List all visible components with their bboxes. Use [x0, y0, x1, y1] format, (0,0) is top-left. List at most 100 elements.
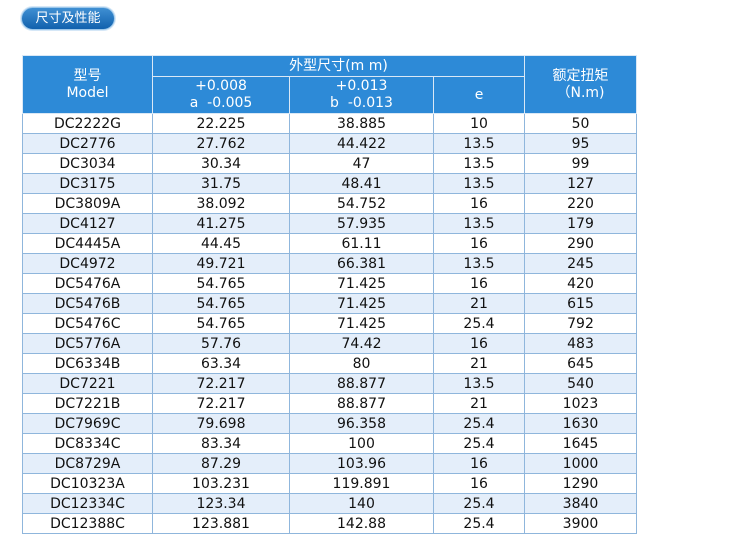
value-cell: 95: [524, 133, 637, 154]
table-body: DC2222G 22.225 38.885 10 50 DC2776 27.762 44.42…: [22, 113, 637, 534]
model-cell: DC5476C: [22, 313, 153, 334]
section-badge: 尺寸及性能: [21, 7, 115, 30]
value-cell: 245: [524, 253, 637, 274]
model-cell: DC7969C: [22, 413, 153, 434]
value-cell: 1023: [524, 393, 637, 414]
value-cell: 13.5: [433, 153, 525, 174]
value-cell: 103.231: [152, 473, 290, 494]
value-cell: 30.34: [152, 153, 290, 174]
table-row: DC3809A 38.092 54.752 16 220: [22, 193, 637, 214]
table-row: DC4972 49.721 66.381 13.5 245: [22, 253, 637, 274]
header-text: a -0.005: [189, 95, 253, 111]
value-cell: 83.34: [152, 433, 290, 454]
model-cell: DC5776A: [22, 333, 153, 354]
table-row: DC2222G 22.225 38.885 10 50: [22, 113, 637, 134]
value-cell: 50: [524, 113, 637, 134]
model-cell: DC3809A: [22, 193, 153, 214]
value-cell: 87.29: [152, 453, 290, 474]
value-cell: 645: [524, 353, 637, 374]
header-text: 额定扭矩: [552, 67, 609, 84]
value-cell: 25.4: [433, 313, 525, 334]
value-cell: 127: [524, 173, 637, 194]
value-cell: 44.422: [289, 133, 434, 154]
value-cell: 74.42: [289, 333, 434, 354]
header-text: +0.008: [195, 78, 247, 94]
value-cell: 142.88: [289, 513, 434, 534]
value-cell: 540: [524, 373, 637, 394]
value-cell: 25.4: [433, 493, 525, 514]
col-a-header: +0.008 a -0.005: [152, 76, 290, 114]
value-cell: 13.5: [433, 213, 525, 234]
header-text: （N.m): [556, 84, 605, 101]
model-cell: DC6334B: [22, 353, 153, 374]
model-cell: DC4445A: [22, 233, 153, 254]
value-cell: 3840: [524, 493, 637, 514]
model-cell: DC3034: [22, 153, 153, 174]
header-row: +0.008 a -0.005 +0.013 b -0.013 e: [23, 76, 637, 114]
value-cell: 103.96: [289, 453, 434, 474]
value-cell: 220: [524, 193, 637, 214]
model-header: 型号 Model: [22, 55, 153, 114]
table-row: DC4127 41.275 57.935 13.5 179: [22, 213, 637, 234]
value-cell: 1645: [524, 433, 637, 454]
table-row: DC5476A 54.765 71.425 16 420: [22, 273, 637, 294]
value-cell: 123.881: [152, 513, 290, 534]
model-cell: DC4127: [22, 213, 153, 234]
model-cell: DC8729A: [22, 453, 153, 474]
value-cell: 21: [433, 393, 525, 414]
table-row: DC3175 31.75 48.41 13.5 127: [22, 173, 637, 194]
value-cell: 140: [289, 493, 434, 514]
table-row: DC10323A 103.231 119.891 16 1290: [22, 473, 637, 494]
value-cell: 16: [433, 193, 525, 214]
value-cell: 16: [433, 473, 525, 494]
value-cell: 72.217: [152, 373, 290, 394]
value-cell: 25.4: [433, 433, 525, 454]
model-cell: DC5476A: [22, 273, 153, 294]
value-cell: 54.765: [152, 313, 290, 334]
value-cell: 25.4: [433, 513, 525, 534]
value-cell: 99: [524, 153, 637, 174]
value-cell: 10: [433, 113, 525, 134]
value-cell: 16: [433, 333, 525, 354]
value-cell: 66.381: [289, 253, 434, 274]
model-cell: DC2776: [22, 133, 153, 154]
value-cell: 21: [433, 293, 525, 314]
value-cell: 13.5: [433, 173, 525, 194]
value-cell: 38.092: [152, 193, 290, 214]
value-cell: 41.275: [152, 213, 290, 234]
value-cell: 88.877: [289, 393, 434, 414]
table-row: DC5776A 57.76 74.42 16 483: [22, 333, 637, 354]
value-cell: 615: [524, 293, 637, 314]
model-cell: DC7221: [22, 373, 153, 394]
value-cell: 16: [433, 273, 525, 294]
dims-header: 外型尺寸(m m): [152, 55, 525, 77]
table-row: DC7221B 72.217 88.877 21 1023: [22, 393, 637, 414]
value-cell: 22.225: [152, 113, 290, 134]
value-cell: 179: [524, 213, 637, 234]
value-cell: 54.765: [152, 273, 290, 294]
value-cell: 71.425: [289, 313, 434, 334]
value-cell: 31.75: [152, 173, 290, 194]
value-cell: 16: [433, 453, 525, 474]
value-cell: 54.752: [289, 193, 434, 214]
value-cell: 47: [289, 153, 434, 174]
table-row: DC6334B 63.34 80 21 645: [22, 353, 637, 374]
value-cell: 79.698: [152, 413, 290, 434]
model-cell: DC8334C: [22, 433, 153, 454]
value-cell: 71.425: [289, 293, 434, 314]
table-row: DC3034 30.34 47 13.5 99: [22, 153, 637, 174]
model-cell: DC3175: [22, 173, 153, 194]
header-text: 型号: [73, 67, 102, 84]
table-row: DC7969C 79.698 96.358 25.4 1630: [22, 413, 637, 434]
model-cell: DC12388C: [22, 513, 153, 534]
model-cell: DC2222G: [22, 113, 153, 134]
model-cell: DC10323A: [22, 473, 153, 494]
table-row: DC4445A 44.45 61.11 16 290: [22, 233, 637, 254]
value-cell: 290: [524, 233, 637, 254]
value-cell: 25.4: [433, 413, 525, 434]
torque-header: 额定扭矩 （N.m): [524, 55, 637, 114]
value-cell: 1000: [524, 453, 637, 474]
table-row: DC5476B 54.765 71.425 21 615: [22, 293, 637, 314]
value-cell: 96.358: [289, 413, 434, 434]
